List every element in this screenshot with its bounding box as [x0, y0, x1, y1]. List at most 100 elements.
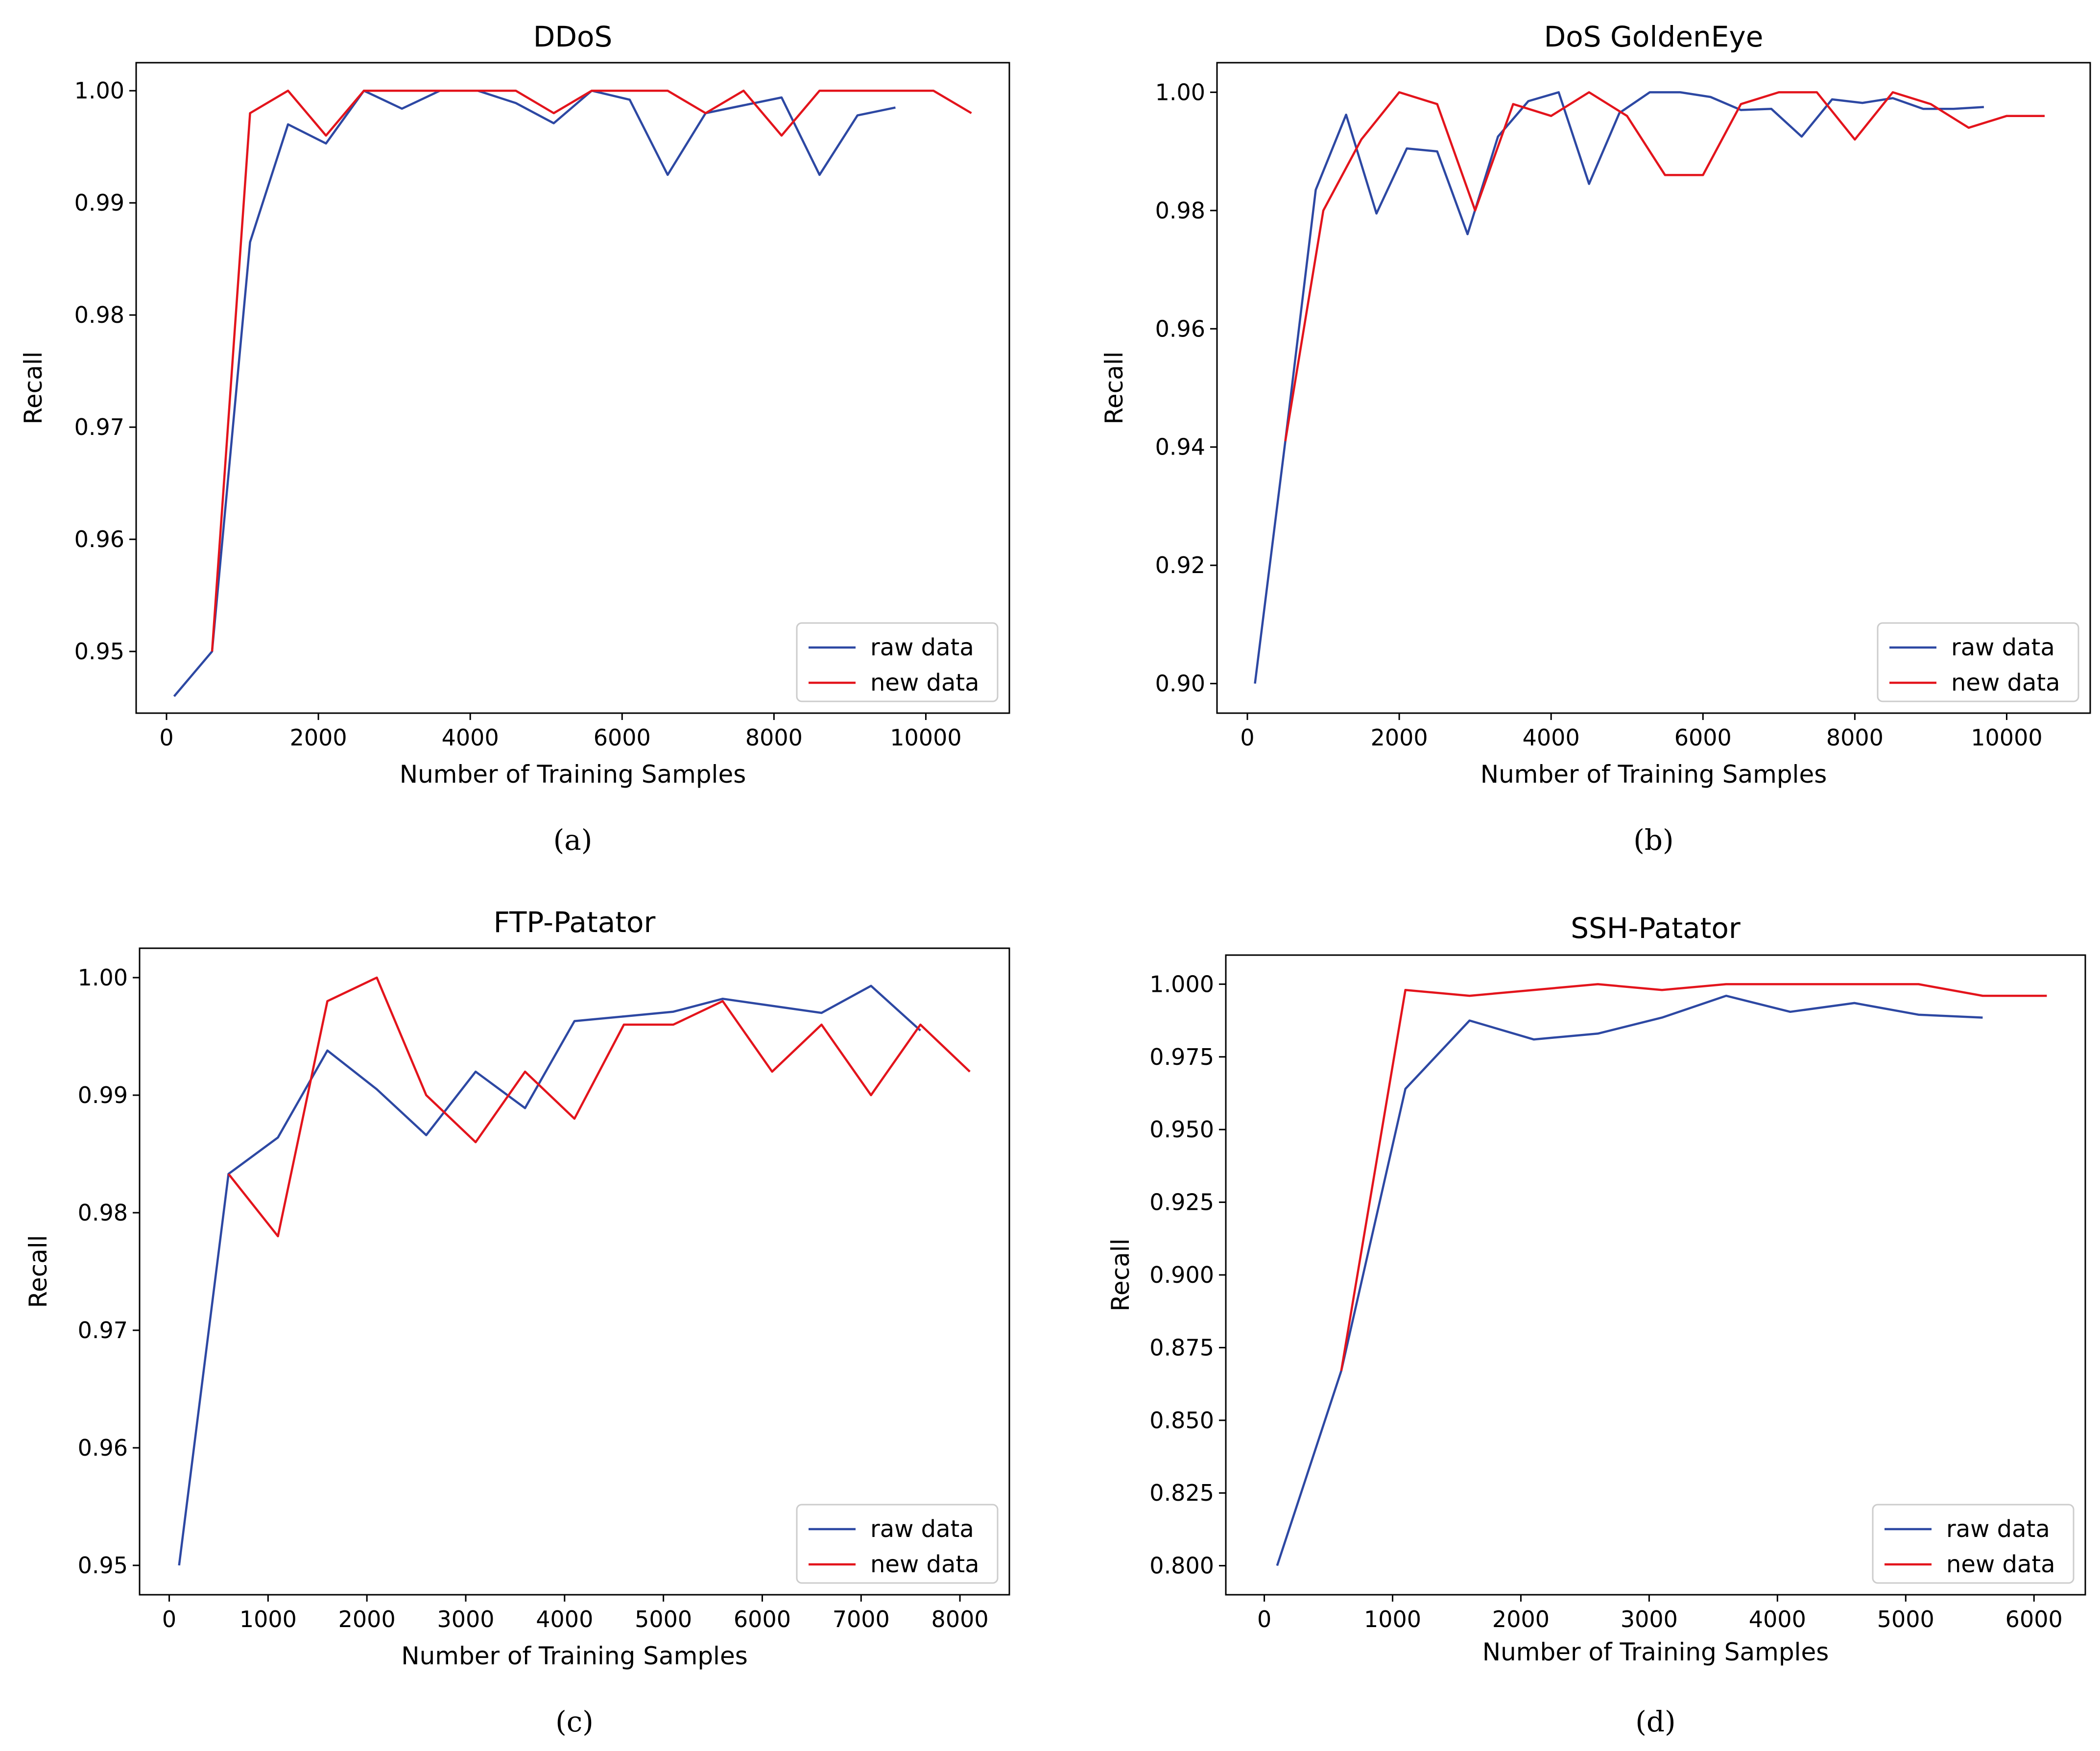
figure-caption: (d) — [1635, 1705, 1675, 1738]
x-tick-label: 6000 — [594, 724, 651, 751]
y-tick-label: 0.90 — [1155, 671, 1205, 697]
series-line-new-data — [1284, 91, 2045, 442]
x-tick-label: 2000 — [290, 724, 347, 751]
legend-label: new data — [1951, 669, 2060, 696]
chart-title: DoS GoldenEye — [1544, 20, 1764, 53]
legend: raw data new data — [796, 622, 999, 702]
series-line-raw-data — [1276, 994, 1983, 1566]
y-tick-label: 0.800 — [1149, 1553, 1214, 1579]
y-tick-label: 0.96 — [78, 1435, 128, 1461]
series-line-new-data — [1340, 983, 2047, 1371]
y-tick-label: 0.900 — [1149, 1262, 1214, 1288]
figure-caption: (a) — [553, 823, 593, 857]
chart-title: FTP-Patator — [494, 906, 656, 939]
figure-caption: (c) — [555, 1705, 594, 1738]
y-tick-label: 0.97 — [78, 1317, 128, 1343]
x-tick-label: 6000 — [2005, 1606, 2063, 1632]
legend: raw data new data — [1877, 622, 2079, 702]
legend-label: new data — [870, 669, 979, 696]
x-tick-label: 4000 — [1749, 1606, 1806, 1632]
x-tick-label: 4000 — [536, 1606, 593, 1632]
series-line-raw-data — [1254, 91, 1984, 684]
y-tick-label: 0.875 — [1149, 1334, 1214, 1361]
y-tick-label: 0.98 — [1155, 197, 1205, 224]
x-tick-label: 4000 — [1523, 724, 1580, 751]
x-tick-label: 0 — [1257, 1606, 1271, 1632]
x-tick-label: 6000 — [1674, 724, 1732, 751]
series-line-new-data — [211, 89, 972, 652]
legend-label: raw data — [1946, 1515, 2050, 1543]
x-tick-label: 2000 — [1371, 724, 1428, 751]
y-tick-label: 0.98 — [78, 1199, 128, 1226]
x-axis-label: Number of Training Samples — [401, 1642, 748, 1670]
y-tick-label: 0.850 — [1149, 1407, 1214, 1434]
series-line-raw-data — [173, 89, 896, 697]
x-tick-label: 10000 — [890, 724, 961, 751]
legend-label: raw data — [1951, 634, 2055, 661]
legend: raw data new data — [1872, 1504, 2075, 1584]
x-tick-label: 8000 — [931, 1606, 989, 1632]
x-tick-label: 0 — [162, 1606, 176, 1632]
x-tick-label: 5000 — [1877, 1606, 1934, 1632]
x-tick-label: 3000 — [437, 1606, 494, 1632]
y-tick-label: 0.975 — [1149, 1044, 1214, 1070]
x-tick-label: 0 — [159, 724, 173, 751]
chart-title: SSH-Patator — [1571, 911, 1741, 945]
x-tick-label: 1000 — [1364, 1606, 1421, 1632]
plot-frame — [1216, 62, 2091, 714]
y-tick-label: 1.00 — [1155, 79, 1205, 105]
legend-label: new data — [1946, 1551, 2055, 1578]
y-tick-label: 0.95 — [78, 1552, 128, 1579]
y-tick-label: 0.96 — [74, 526, 124, 552]
plot-frame — [1225, 954, 2086, 1596]
x-tick-label: 3000 — [1621, 1606, 1678, 1632]
plot-frame — [139, 947, 1010, 1596]
y-tick-label: 1.000 — [1149, 971, 1214, 997]
x-tick-label: 7000 — [833, 1606, 890, 1632]
chart-ftp-patator: FTP-Patator 0 1000 2000 3000 4000 5000 6000 7000… — [24, 906, 1010, 1738]
y-tick-label: 1.00 — [78, 964, 128, 991]
figure-caption: (b) — [1633, 823, 1673, 857]
x-tick-label: 4000 — [442, 724, 499, 751]
x-tick-label: 10000 — [1971, 724, 2042, 751]
y-tick-label: 0.925 — [1149, 1189, 1214, 1216]
y-tick-label: 1.00 — [74, 77, 124, 104]
x-tick-label: 2000 — [338, 1606, 396, 1632]
y-axis-label: Recall — [19, 351, 48, 424]
y-tick-label: 0.99 — [78, 1082, 128, 1108]
x-tick-label: 6000 — [734, 1606, 791, 1632]
x-tick-label: 2000 — [1492, 1606, 1550, 1632]
chart-ssh-patator: SSH-Patator 0 1000 2000 3000 4000 5000 6000 0.80… — [1106, 911, 2086, 1738]
chart-ddos: DDoS 0 2000 4000 6000 8000 10000 0.95 0.96 0.97 0.… — [19, 20, 1010, 857]
legend: raw data new data — [796, 1504, 999, 1584]
x-tick-label: 8000 — [1826, 724, 1884, 751]
x-axis-label: Number of Training Samples — [400, 760, 746, 789]
chart-title: DDoS — [533, 20, 613, 53]
y-tick-label: 0.94 — [1155, 434, 1205, 460]
y-tick-label: 0.950 — [1149, 1116, 1214, 1143]
x-tick-label: 1000 — [239, 1606, 297, 1632]
x-tick-label: 0 — [1240, 724, 1254, 751]
series-line-raw-data — [178, 984, 921, 1566]
y-axis-label: Recall — [1106, 1238, 1135, 1311]
y-tick-label: 0.97 — [74, 414, 124, 440]
y-axis-label: Recall — [1100, 351, 1128, 424]
chart-dos-goldeneye: DoS GoldenEye 0 2000 4000 6000 8000 10000 0.90 0… — [1100, 20, 2091, 857]
y-tick-label: 0.98 — [74, 302, 124, 328]
y-tick-label: 0.95 — [74, 638, 124, 665]
series-line-new-data — [227, 976, 971, 1238]
legend-label: new data — [870, 1551, 979, 1578]
x-tick-label: 5000 — [635, 1606, 692, 1632]
y-tick-label: 0.96 — [1155, 315, 1205, 342]
legend-label: raw data — [870, 634, 974, 661]
y-tick-label: 0.99 — [74, 190, 124, 216]
y-tick-label: 0.825 — [1149, 1480, 1214, 1506]
y-axis-label: Recall — [24, 1235, 52, 1308]
y-tick-label: 0.92 — [1155, 552, 1205, 578]
x-axis-label: Number of Training Samples — [1482, 1638, 1829, 1666]
plot-frame — [135, 62, 1010, 714]
x-tick-label: 8000 — [745, 724, 803, 751]
x-axis-label: Number of Training Samples — [1480, 760, 1827, 789]
legend-label: raw data — [870, 1515, 974, 1543]
